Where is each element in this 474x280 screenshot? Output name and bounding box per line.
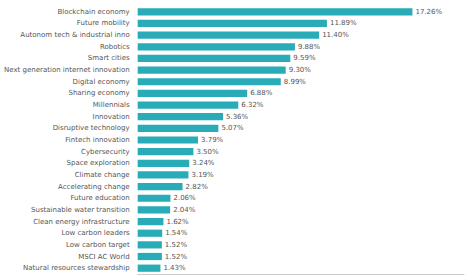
svg-text:3.24%: 3.24% xyxy=(192,159,215,167)
svg-text:Sharing economy: Sharing economy xyxy=(68,89,129,97)
svg-text:2.06%: 2.06% xyxy=(173,194,196,202)
svg-text:Robotics: Robotics xyxy=(100,43,130,51)
svg-text:5.36%: 5.36% xyxy=(226,113,249,121)
svg-text:9.59%: 9.59% xyxy=(293,54,316,62)
svg-text:Blockchain economy: Blockchain economy xyxy=(57,8,129,16)
svg-text:2.04%: 2.04% xyxy=(173,206,196,214)
svg-text:Clean energy infrastructure: Clean energy infrastructure xyxy=(33,218,130,226)
svg-text:Sustainable water transition: Sustainable water transition xyxy=(31,206,130,214)
svg-text:11.89%: 11.89% xyxy=(330,19,357,27)
svg-text:MSCI AC World: MSCI AC World xyxy=(78,253,130,261)
svg-text:Future education: Future education xyxy=(70,194,129,202)
svg-text:6.32%: 6.32% xyxy=(241,101,264,109)
svg-text:Cybersecurity: Cybersecurity xyxy=(81,148,130,156)
svg-text:9.30%: 9.30% xyxy=(289,66,312,74)
svg-text:Climate change: Climate change xyxy=(75,171,130,179)
svg-text:Innovation: Innovation xyxy=(93,113,130,121)
svg-text:8.99%: 8.99% xyxy=(284,78,307,86)
svg-text:Future mobility: Future mobility xyxy=(77,19,130,27)
svg-text:Accelerating change: Accelerating change xyxy=(58,183,130,191)
svg-text:2.82%: 2.82% xyxy=(186,183,209,191)
svg-text:1.43%: 1.43% xyxy=(163,264,186,272)
svg-text:5.07%: 5.07% xyxy=(221,124,244,132)
svg-text:Smart cities: Smart cities xyxy=(88,54,130,62)
svg-text:Space exploration: Space exploration xyxy=(67,159,130,167)
svg-text:Millennials: Millennials xyxy=(93,101,130,109)
svg-text:1.52%: 1.52% xyxy=(165,253,188,261)
svg-text:Natural resources stewardship: Natural resources stewardship xyxy=(23,264,130,272)
svg-text:17.26%: 17.26% xyxy=(415,8,442,16)
svg-text:Low carbon target: Low carbon target xyxy=(66,241,130,249)
svg-text:6.88%: 6.88% xyxy=(250,89,273,97)
svg-text:1.62%: 1.62% xyxy=(166,218,189,226)
svg-text:Fintech innovation: Fintech innovation xyxy=(65,136,129,144)
svg-text:3.50%: 3.50% xyxy=(196,148,219,156)
svg-text:Digital economy: Digital economy xyxy=(73,78,130,86)
svg-text:11.40%: 11.40% xyxy=(322,31,349,39)
svg-text:3.19%: 3.19% xyxy=(191,171,214,179)
svg-text:Autonom tech & industrial inno: Autonom tech & industrial inno xyxy=(20,31,129,39)
svg-text:3.79%: 3.79% xyxy=(201,136,224,144)
svg-text:Low carbon leaders: Low carbon leaders xyxy=(61,229,130,237)
svg-text:9.88%: 9.88% xyxy=(298,43,321,51)
svg-text:1.52%: 1.52% xyxy=(165,241,188,249)
svg-text:Next generation internet innov: Next generation internet innovation xyxy=(4,66,130,74)
svg-text:Disruptive technology: Disruptive technology xyxy=(53,124,130,132)
svg-text:1.54%: 1.54% xyxy=(165,229,188,237)
